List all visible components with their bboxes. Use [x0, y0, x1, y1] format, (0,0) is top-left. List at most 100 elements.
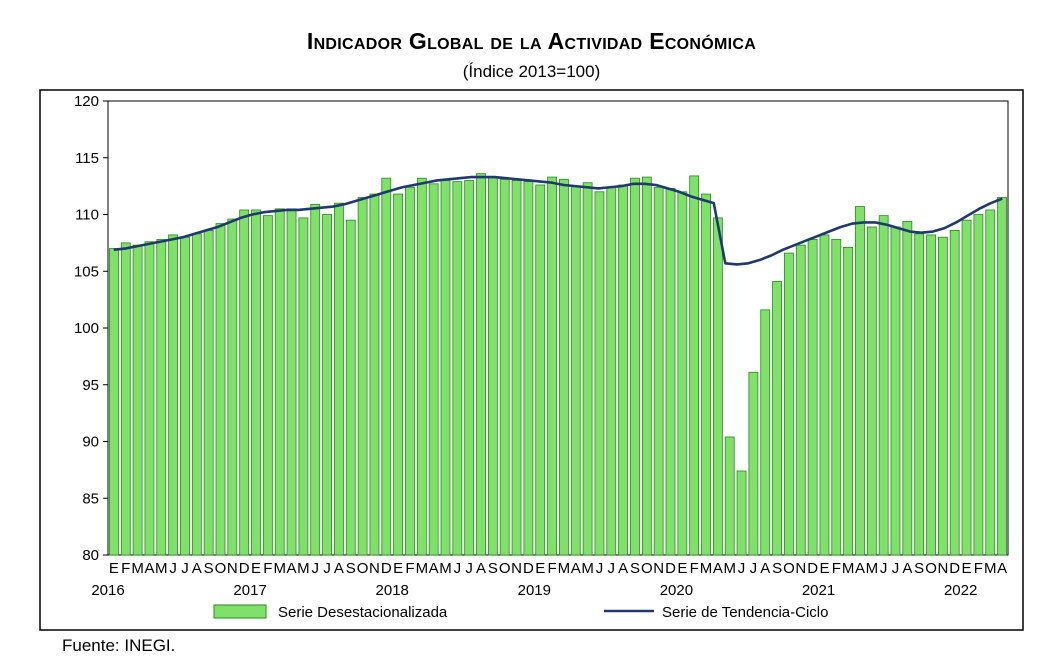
bar — [322, 214, 332, 556]
x-tick-label: A — [618, 560, 628, 577]
bar — [215, 223, 226, 556]
bar — [712, 217, 723, 556]
x-tick-label: F — [974, 560, 983, 577]
bar — [227, 218, 238, 556]
x-tick-label: F — [690, 560, 699, 577]
legend-label-bars: Serie Desestacionalizada — [278, 604, 448, 621]
bar — [286, 208, 297, 556]
x-tick-label: N — [369, 560, 380, 577]
bar — [795, 244, 806, 556]
x-tick-label: E — [962, 560, 972, 577]
bar — [440, 180, 451, 556]
x-tick-label: J — [596, 560, 604, 577]
x-tick-label: A — [144, 560, 154, 577]
x-year-label: 2021 — [802, 582, 835, 599]
y-tick-label: 80 — [82, 547, 99, 564]
bar — [819, 234, 830, 556]
x-year-label: 2022 — [944, 582, 977, 599]
legend: Serie Desestacionalizada Serie de Tenden… — [213, 604, 829, 621]
bar — [334, 202, 344, 556]
x-tick-label: J — [311, 560, 319, 577]
y-tick-label: 100 — [74, 320, 99, 337]
x-tick-label: A — [902, 560, 912, 577]
x-tick-label: J — [465, 560, 473, 577]
x-tick-label: F — [405, 560, 414, 577]
bar — [665, 187, 676, 556]
x-tick-label: S — [630, 560, 640, 577]
x-tick-label: M — [416, 560, 429, 577]
x-tick-label: D — [381, 560, 392, 577]
bar — [369, 193, 380, 556]
bar — [239, 209, 250, 556]
x-tick-label: D — [239, 560, 250, 577]
x-year-label: 2018 — [376, 582, 409, 599]
bar — [949, 229, 960, 556]
x-tick-label: E — [677, 560, 687, 577]
bar — [973, 214, 984, 556]
chart-subtitle: (Índice 2013=100) — [462, 62, 601, 81]
bar — [416, 177, 427, 556]
y-tick-label: 105 — [74, 263, 99, 280]
x-tick-label: F — [121, 560, 130, 577]
bar — [641, 176, 652, 556]
bar — [926, 234, 936, 556]
y-tick-label: 95 — [82, 377, 99, 394]
x-tick-label: M — [581, 560, 594, 577]
x-tick-label: O — [215, 560, 227, 577]
trend-line — [113, 175, 1003, 266]
x-tick-label: D — [665, 560, 676, 577]
x-tick-label: N — [795, 560, 806, 577]
x-tick-label: A — [713, 560, 723, 577]
x-tick-label: J — [750, 560, 758, 577]
bar — [559, 178, 569, 556]
bar — [784, 252, 794, 556]
bar — [985, 209, 996, 556]
bar — [357, 197, 368, 556]
bar — [748, 371, 759, 556]
bar — [487, 176, 498, 556]
bar — [523, 181, 534, 556]
bar — [582, 182, 593, 556]
x-tick-label: E — [819, 560, 829, 577]
x-tick-label: N — [511, 560, 522, 577]
bar — [168, 234, 179, 556]
x-tick-label: A — [997, 560, 1007, 577]
x-tick-label: J — [608, 560, 616, 577]
bar — [310, 203, 321, 556]
x-tick-label: D — [523, 560, 534, 577]
x-tick-label: M — [984, 560, 997, 577]
x-tick-label: M — [131, 560, 144, 577]
x-year-label: 2019 — [518, 582, 551, 599]
x-tick-label: M — [155, 560, 168, 577]
x-year-label: 2020 — [660, 582, 693, 599]
bar — [464, 180, 475, 556]
bar — [937, 236, 948, 556]
x-tick-label: O — [499, 560, 511, 577]
x-tick-label: A — [855, 560, 865, 577]
y-tick-label: 85 — [82, 490, 99, 507]
bar — [109, 248, 119, 556]
legend-label-line: Serie de Tendencia-Ciclo — [662, 604, 829, 621]
bar — [405, 186, 415, 556]
x-tick-label: M — [842, 560, 855, 577]
x-tick-label: M — [558, 560, 571, 577]
bar — [843, 247, 854, 556]
bar — [262, 215, 273, 556]
x-tick-label: E — [251, 560, 261, 577]
x-tick-label: A — [334, 560, 344, 577]
bar — [866, 226, 877, 556]
bar — [180, 236, 190, 556]
bar — [914, 233, 925, 556]
bar — [499, 178, 510, 556]
bar — [191, 233, 202, 556]
x-tick-label: M — [439, 560, 452, 577]
x-year-label: 2017 — [233, 582, 266, 599]
x-tick-label: S — [204, 560, 214, 577]
x-tick-label: A — [476, 560, 486, 577]
bar — [689, 175, 700, 556]
bar — [381, 177, 392, 556]
x-tick-label: A — [287, 560, 297, 577]
bar — [630, 177, 640, 556]
